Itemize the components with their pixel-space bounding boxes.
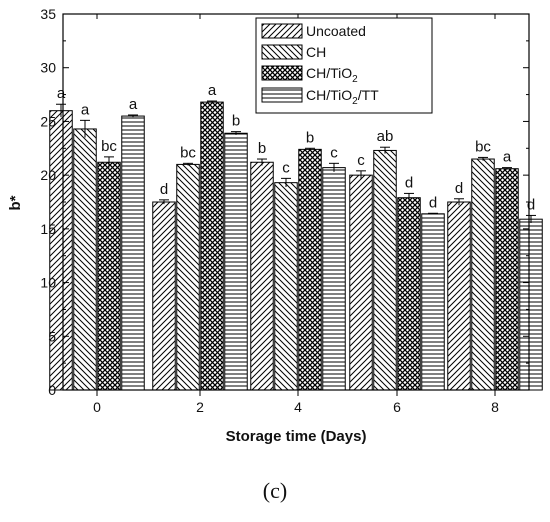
y-axis: 0 5 10 15 20 25 30 35: [40, 6, 529, 398]
bar-ch-tio2-day-2: [200, 101, 224, 391]
y-tick-label-0: 0: [48, 382, 56, 398]
bar-ch-tio2-tt-day-2: [224, 132, 248, 391]
legend-label-uncoated: Uncoated: [306, 23, 366, 39]
significance-label-ch-day-0: a: [81, 101, 90, 118]
y-tick-label-10: 10: [40, 275, 56, 291]
bar-ch-day-4: [274, 182, 298, 391]
legend-item-uncoated: Uncoated: [261, 23, 366, 39]
bar-ch-day-2: [176, 163, 200, 391]
significance-label-uncoated-day-8: d: [455, 180, 463, 197]
bar-uncoated-day-4: [250, 161, 274, 391]
bar-ch-tio2-day-4: [298, 148, 322, 391]
bar-uncoated-day-6: [349, 174, 373, 391]
legend-label-ch-tio2: CH/TiO2: [306, 65, 358, 85]
significance-label-uncoated-day-0: a: [57, 85, 66, 102]
panel-label: (c): [262, 478, 288, 503]
y-tick-label-30: 30: [40, 60, 56, 76]
x-tick-label-2: 2: [196, 399, 204, 415]
legend-swatch-ch-tio2: [261, 65, 303, 81]
legend-label-ch-tio2-tt-base: CH/TiO: [306, 87, 352, 103]
bar-uncoated-day-2: [152, 201, 176, 391]
significance-label-ch-tio2-tt-day-6: d: [429, 194, 437, 211]
legend-label-ch-tio2-sub: 2: [352, 74, 358, 85]
bars-layer: [49, 100, 543, 391]
bar-ch-tio2-day-0: [97, 161, 121, 391]
legend-label-ch-tio2-tt-sub: 2: [352, 96, 358, 107]
x-tick-label-4: 4: [294, 399, 302, 415]
y-tick-label-15: 15: [40, 221, 56, 237]
y-tick-label-20: 20: [40, 167, 56, 183]
y-tick-label-5: 5: [48, 328, 56, 344]
legend-swatch-uncoated: [261, 23, 303, 39]
significance-label-ch-tio2-tt-day-2: b: [232, 113, 240, 130]
x-tick-label-0: 0: [93, 399, 101, 415]
legend-item-ch-tio2: CH/TiO2: [261, 65, 358, 85]
legend-swatch-ch: [261, 44, 303, 60]
significance-label-ch-tio2-day-2: a: [208, 82, 217, 99]
significance-label-uncoated-day-6: c: [357, 152, 365, 169]
y-tick-label-35: 35: [40, 6, 56, 22]
significance-label-ch-tio2-day-4: b: [306, 129, 314, 146]
significance-label-ch-day-2: bc: [180, 144, 196, 161]
bar-ch-tio2-tt-day-6: [421, 213, 445, 391]
x-axis-title: Storage time (Days): [226, 428, 367, 445]
significance-label-ch-tio2-day-8: a: [503, 149, 512, 166]
legend-swatch-ch-tio2-tt: [261, 87, 303, 103]
bar-ch-day-6: [373, 149, 397, 391]
legend-label-ch-tio2-base: CH/TiO: [306, 65, 352, 81]
bar-ch-day-8: [471, 158, 495, 391]
significance-label-ch-tio2-day-0: bc: [101, 138, 117, 155]
significance-label-ch-tio2-tt-day-0: a: [129, 96, 138, 113]
y-tick-label-25: 25: [40, 113, 56, 129]
bar-ch-tio2-day-8: [495, 168, 519, 391]
significance-label-ch-day-6: ab: [377, 128, 394, 145]
bar-ch-day-0: [73, 128, 97, 391]
x-tick-label-6: 6: [393, 399, 401, 415]
bar-ch-tio2-tt-day-0: [121, 115, 145, 391]
legend: Uncoated CH CH/TiO2 CH/TiO2/TT: [255, 17, 433, 114]
legend-label-ch-tio2-tt: CH/TiO2/TT: [306, 87, 379, 107]
significance-label-uncoated-day-2: d: [160, 181, 168, 198]
significance-label-ch-day-8: bc: [475, 138, 491, 155]
bar-ch-tio2-tt-day-8: [519, 218, 543, 391]
bar-uncoated-day-0: [49, 110, 73, 391]
bar-uncoated-day-8: [447, 201, 471, 391]
significance-label-ch-tio2-day-6: d: [405, 174, 413, 191]
bar-ch-tio2-tt-day-4: [322, 167, 346, 391]
legend-label-ch-tio2-tt-tail: /TT: [358, 87, 379, 103]
y-axis-title: b*: [7, 195, 24, 210]
significance-label-uncoated-day-4: b: [258, 140, 266, 157]
x-tick-label-8: 8: [491, 399, 499, 415]
legend-item-ch-tio2-tt: CH/TiO2/TT: [261, 87, 379, 107]
legend-item-ch: CH: [261, 44, 326, 60]
significance-label-ch-tio2-tt-day-4: c: [330, 144, 338, 161]
bar-ch-tio2-day-6: [397, 197, 421, 391]
significance-label-ch-tio2-tt-day-8: d: [527, 196, 535, 213]
significance-label-ch-day-4: c: [282, 159, 290, 176]
legend-label-ch: CH: [306, 44, 326, 60]
